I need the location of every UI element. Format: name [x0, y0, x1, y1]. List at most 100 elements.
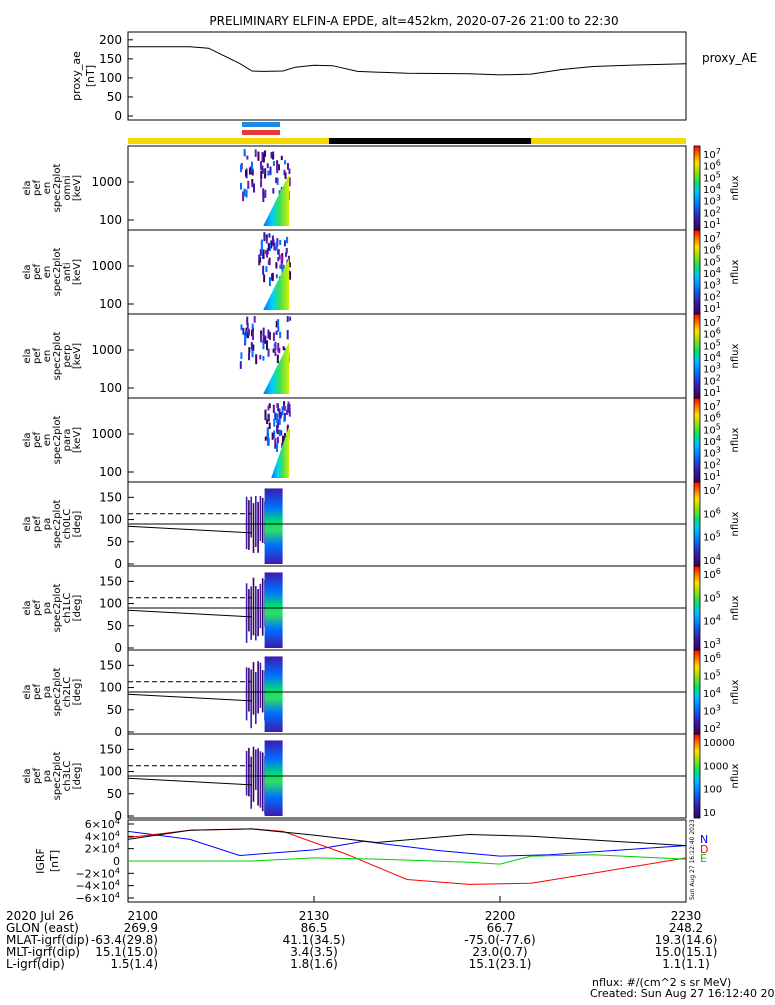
- ae-series-line: [128, 46, 687, 76]
- energy-panel-4-ylabel: para: [62, 429, 73, 452]
- energy-panel-1-ytick-label: 1000: [91, 175, 122, 189]
- energy-panel-1-frame: [127, 145, 687, 231]
- pa-panel-2-colorbar: [694, 566, 700, 650]
- orbit-row-value: 2200: [485, 909, 516, 923]
- energy-panel-2-speckle: [267, 260, 270, 265]
- pa-panel-2-anti-loss-cone-line: [127, 609, 253, 618]
- pa-panel-3-ytick-label: 100: [99, 681, 122, 695]
- orbit-row-value: 23.0(0.7): [472, 945, 527, 959]
- energy-panel-1-colorbar: [694, 146, 700, 230]
- pa-panel-3-ylabel: [deg]: [72, 679, 83, 706]
- energy-panel-1-cbar-label: nflux: [730, 175, 741, 200]
- pa-panel-3-cbar-exp: 5: [716, 669, 721, 678]
- energy-panel-3-speckle: [251, 323, 254, 329]
- energy-panel-3-speckle: [259, 354, 262, 360]
- energy-panel-1-speckle: [286, 163, 289, 170]
- energy-panel-1-speckle: [261, 152, 264, 163]
- energy-panel-2-cbar-exp: 2: [716, 289, 721, 298]
- energy-panel-2-speckle: [275, 241, 278, 250]
- igrf-ytick-exp: 4: [115, 829, 120, 838]
- pa-panel-4-cbar-tick: 10: [703, 808, 716, 819]
- energy-panel-3-speckle: [247, 328, 250, 336]
- pa-panel-4-ylabel: pa: [42, 770, 53, 782]
- energy-panel-4-speckle: [276, 436, 279, 444]
- pa-panel-3-cbar-tick: 104: [703, 686, 721, 700]
- orbit-row-value: 1.5(1.4): [110, 957, 158, 971]
- pa-panel-1-anti-loss-cone-line: [127, 525, 253, 534]
- pa-panel-2-cbar-tick: 106: [703, 567, 721, 581]
- energy-panel-4-cbar-exp: 4: [716, 434, 721, 443]
- energy-panel-4-speckle: [284, 406, 287, 411]
- pa-panel-2-pa-block: [264, 572, 283, 648]
- energy-panel-4-cbar-exp: 5: [716, 422, 721, 431]
- energy-panel-2-speckle: [285, 247, 288, 254]
- energy-panel-3-speckle: [246, 322, 249, 329]
- pa-panel-2-cbar-exp: 5: [716, 590, 721, 599]
- energy-panel-3-speckle: [244, 332, 247, 337]
- energy-panel-4-speckle: [278, 408, 281, 418]
- pa-panel-4-colorbar: [694, 734, 700, 818]
- energy-panel-1-speckle: [276, 163, 279, 174]
- pa-panel-3-anti-loss-cone-line: [127, 693, 253, 702]
- energy-panel-2-cbar-exp: 3: [716, 278, 721, 287]
- energy-panel-4-speckle: [264, 436, 267, 441]
- pa-panel-3-cbar-exp: 4: [716, 686, 721, 695]
- igrf-side-stamp: Sun Aug 27 16:12:40 2023: [689, 819, 696, 900]
- energy-panel-3-speckle: [275, 330, 278, 335]
- energy-panel-3-speckle: [266, 340, 269, 351]
- energy-panel-4-speckle: [278, 415, 281, 425]
- energy-panel-4-speckle: [271, 432, 274, 440]
- energy-panel-4-speckle: [281, 435, 284, 445]
- pa-panel-3-cbar-tick: 105: [703, 669, 721, 683]
- energy-panel-4-ylabel: pef: [32, 432, 43, 449]
- igrf-legend-E: E: [700, 852, 707, 865]
- sunlight-bar-1: [128, 138, 329, 144]
- energy-panel-1-speckle: [262, 192, 265, 202]
- energy-panel-3-spectrum: [263, 342, 290, 394]
- energy-panel-1-speckle: [247, 180, 250, 189]
- pa-panel-4-cbar-label: nflux: [730, 763, 741, 788]
- ae-ytick-label: 200: [99, 33, 122, 47]
- pa-panel-4-anti-loss-cone-line: [127, 777, 253, 786]
- energy-panel-3-speckle: [250, 342, 253, 350]
- energy-panel-1-speckle: [288, 168, 291, 174]
- energy-panel-2-speckle: [266, 248, 269, 255]
- energy-panel-2-speckle: [268, 233, 271, 238]
- pa-panel-1-cbar-exp: 5: [716, 530, 721, 539]
- orbit-row-value: 15.1(15.0): [95, 945, 158, 959]
- energy-panel-1-speckle: [280, 155, 283, 161]
- ae-ytick-label: 150: [99, 52, 122, 66]
- energy-panel-4-speckle: [287, 401, 290, 411]
- pa-panel-1-speckle: [261, 497, 264, 543]
- igrf-ytick-exp: 4: [115, 879, 120, 888]
- energy-panel-4-speckle: [283, 401, 286, 408]
- energy-panel-3-speckle: [272, 332, 275, 341]
- pa-panel-1-pa-block: [264, 488, 283, 564]
- pa-panel-4-speckle: [252, 746, 255, 802]
- energy-panel-2-speckle: [262, 249, 265, 259]
- pa-panel-4-ytick-label: 0: [114, 809, 122, 823]
- energy-panel-1-speckle: [264, 168, 267, 178]
- pa-panel-2-ylabel: ela: [22, 600, 33, 615]
- pa-panel-2-ytick-label: 0: [114, 641, 122, 655]
- orbit-row-value: 2130: [299, 909, 330, 923]
- energy-panel-3-cbar-label: nflux: [730, 343, 741, 368]
- energy-panel-1-speckle: [276, 177, 279, 185]
- energy-panel-4-speckle: [276, 413, 279, 424]
- energy-panel-1-speckle: [240, 182, 243, 190]
- pa-panel-3-cbar-exp: 6: [716, 651, 721, 660]
- orbit-row-value: 248.2: [669, 921, 703, 935]
- proxy-ae-panel: 200 150 100 50 0 proxy_ae [nT] proxy_AE: [70, 31, 757, 123]
- energy-panel-3-speckle: [253, 316, 256, 323]
- energy-panel-2-ylabel: en: [42, 266, 53, 279]
- ae-ytick-label: 50: [107, 90, 122, 104]
- energy-panel-1-speckle: [267, 170, 270, 176]
- energy-panel-4-speckle: [268, 403, 271, 409]
- energy-panel-2-ytick-label: 1000: [91, 259, 122, 273]
- pa-panel-1-speckle: [245, 496, 248, 550]
- energy-panel-3-speckle: [255, 354, 258, 365]
- igrf-line-E: [128, 854, 687, 865]
- energy-panel-4-cbar-exp: 3: [716, 446, 721, 455]
